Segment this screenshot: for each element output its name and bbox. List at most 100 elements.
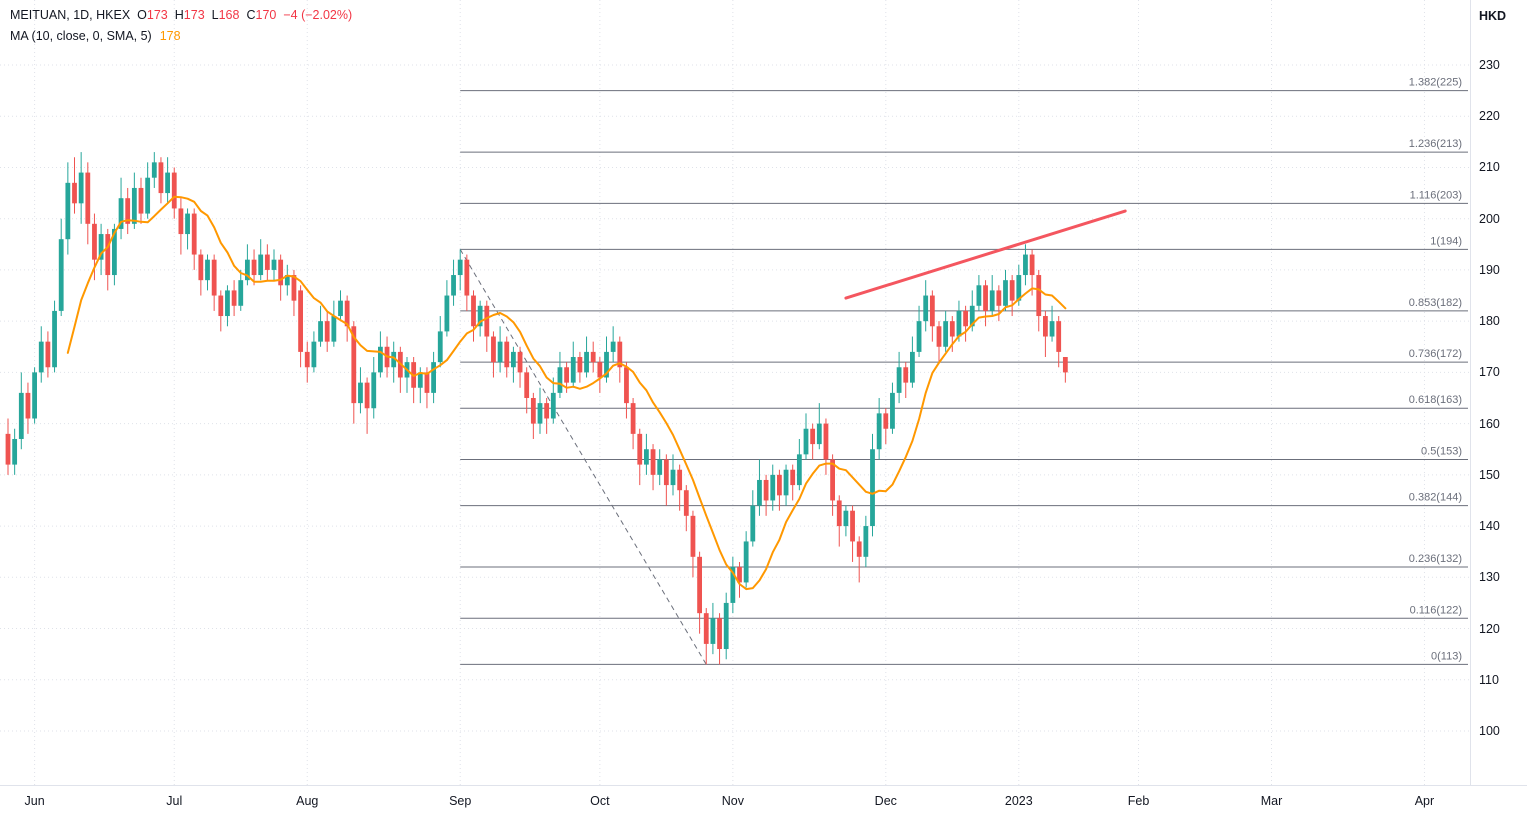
candle bbox=[863, 515, 869, 568]
chart-canvas[interactable]: 1.382(225) 1.236(213) 1.116(203) 1(194) 0.85… bbox=[0, 0, 1470, 785]
candle bbox=[491, 331, 496, 378]
candle bbox=[983, 280, 988, 327]
trend-line[interactable] bbox=[844, 209, 1127, 300]
price-tick-label: 190 bbox=[1479, 262, 1500, 277]
ohlc-open-value: 173 bbox=[146, 8, 168, 22]
candle bbox=[451, 259, 456, 306]
candle bbox=[517, 346, 523, 388]
fib-retracement[interactable]: 1.382(225) 1.236(213) 1.116(203) 1(194) 0.85… bbox=[460, 77, 1468, 665]
candle bbox=[717, 613, 722, 665]
candle bbox=[870, 433, 875, 537]
time-tick-label: Oct bbox=[590, 794, 610, 808]
candle bbox=[670, 454, 676, 496]
ma-value: 178 bbox=[159, 29, 181, 43]
fib-level-label: 0.853(182) bbox=[1409, 297, 1462, 309]
candle bbox=[38, 326, 44, 383]
ma-line[interactable] bbox=[66, 195, 1067, 591]
candle bbox=[251, 249, 257, 286]
candle bbox=[457, 249, 463, 291]
price-tick-label: 100 bbox=[1479, 724, 1500, 738]
candle bbox=[530, 392, 536, 439]
time-axis[interactable]: Jun Jul Aug Sep Oct Nov Dec 2023 Feb Mar Apr bbox=[0, 785, 1527, 816]
candle bbox=[943, 310, 949, 352]
candle bbox=[178, 198, 184, 255]
price-tick-label: 120 bbox=[1479, 621, 1500, 636]
candle bbox=[504, 336, 510, 378]
grid bbox=[0, 0, 1470, 785]
time-tick-label: Mar bbox=[1260, 794, 1283, 808]
candle bbox=[497, 326, 503, 373]
candle bbox=[318, 305, 323, 347]
candle bbox=[471, 290, 476, 342]
candle bbox=[1023, 244, 1028, 286]
candle bbox=[138, 177, 144, 224]
candle bbox=[903, 362, 909, 398]
candle bbox=[165, 157, 170, 204]
candle bbox=[637, 428, 643, 486]
ma-indicator-label[interactable]: MA (10, close, 0, SMA, 5) bbox=[10, 29, 152, 43]
candle bbox=[378, 331, 383, 378]
time-tick-label: Feb bbox=[1127, 794, 1150, 808]
candle bbox=[816, 403, 822, 450]
candle bbox=[976, 275, 982, 311]
fib-level-label: 0.5(153) bbox=[1421, 445, 1462, 457]
candle bbox=[298, 285, 303, 368]
candle bbox=[431, 351, 436, 404]
price-axis[interactable]: HKD 230 220 210 200 190 180 170 160 150 140 130 120… bbox=[1470, 0, 1527, 785]
candle bbox=[770, 464, 776, 511]
candle bbox=[597, 357, 603, 393]
candle bbox=[191, 208, 197, 270]
candle bbox=[956, 300, 962, 342]
candle bbox=[264, 244, 270, 281]
candle bbox=[876, 398, 882, 460]
symbol-legend-row: MEITUAN, 1D, HKEX O173 H173 L168 C170 −4 (−2.… bbox=[10, 6, 352, 25]
candle bbox=[890, 382, 895, 434]
candle bbox=[78, 152, 84, 224]
candle bbox=[437, 316, 443, 368]
price-tick-label: 210 bbox=[1479, 160, 1500, 175]
candle bbox=[1036, 269, 1042, 332]
candle bbox=[823, 418, 829, 475]
candle bbox=[225, 285, 230, 327]
candle bbox=[677, 464, 683, 511]
candle bbox=[12, 428, 18, 475]
candle bbox=[158, 157, 164, 204]
fib-level-label: 1(194) bbox=[1430, 235, 1462, 247]
candle bbox=[18, 372, 24, 450]
candle bbox=[511, 346, 516, 383]
ohlc-open-label: O bbox=[137, 8, 147, 22]
candle bbox=[45, 331, 51, 378]
candle bbox=[211, 254, 217, 311]
ohlc-high-label: H bbox=[174, 8, 184, 22]
candle bbox=[205, 254, 210, 291]
candle bbox=[883, 408, 889, 445]
ohlc-close-label: C bbox=[246, 8, 256, 22]
candle bbox=[810, 423, 816, 460]
ohlc-low-value: 168 bbox=[218, 8, 240, 22]
time-tick-label: Dec bbox=[874, 794, 897, 808]
candle bbox=[98, 223, 104, 276]
candle bbox=[171, 167, 177, 219]
candle bbox=[710, 602, 716, 655]
candle bbox=[245, 244, 250, 286]
currency-label: HKD bbox=[1479, 9, 1507, 23]
symbol-title[interactable]: MEITUAN, 1D, HKEX bbox=[10, 8, 131, 22]
candle bbox=[896, 351, 902, 404]
candle bbox=[404, 357, 410, 393]
candle bbox=[843, 505, 849, 537]
candle bbox=[723, 592, 729, 660]
fib-level-label: 1.116(203) bbox=[1410, 189, 1462, 201]
candle bbox=[537, 387, 543, 434]
fib-level-label: 1.236(213) bbox=[1409, 138, 1462, 150]
candle bbox=[444, 280, 450, 337]
candle bbox=[1003, 269, 1008, 311]
ohlc-close-value: 170 bbox=[255, 8, 277, 22]
price-tick-label: 170 bbox=[1479, 365, 1500, 380]
candle bbox=[1009, 275, 1015, 317]
candle bbox=[657, 449, 663, 486]
time-tick-label: Sep bbox=[449, 794, 472, 808]
candle bbox=[72, 157, 77, 214]
fib-level-label: 0.236(132) bbox=[1409, 553, 1462, 565]
candle bbox=[989, 275, 995, 317]
fib-level-label: 0.618(163) bbox=[1409, 394, 1462, 406]
